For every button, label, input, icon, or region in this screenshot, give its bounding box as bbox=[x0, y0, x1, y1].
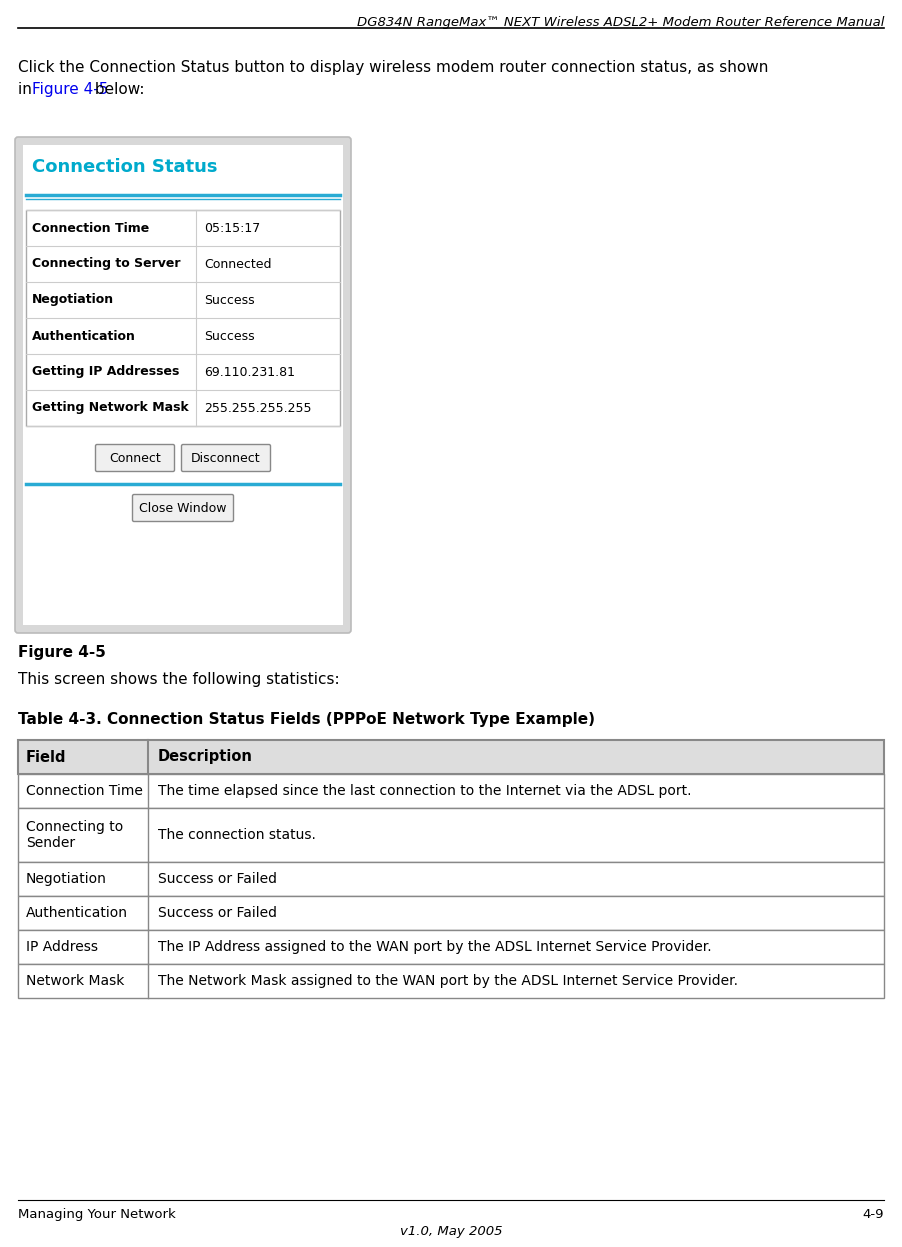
FancyBboxPatch shape bbox=[133, 495, 234, 521]
Bar bbox=[18, 897, 884, 930]
Bar bbox=[23, 145, 343, 625]
Text: in: in bbox=[18, 82, 37, 97]
Text: Getting IP Addresses: Getting IP Addresses bbox=[32, 365, 179, 379]
Text: Sender: Sender bbox=[26, 835, 75, 850]
Text: IP Address: IP Address bbox=[26, 940, 98, 954]
Text: Close Window: Close Window bbox=[139, 501, 226, 515]
Text: Connecting to: Connecting to bbox=[26, 821, 124, 834]
Bar bbox=[26, 246, 340, 282]
Text: Success or Failed: Success or Failed bbox=[158, 907, 277, 920]
Bar bbox=[18, 862, 884, 897]
Bar bbox=[18, 739, 884, 774]
FancyBboxPatch shape bbox=[181, 444, 271, 471]
Text: This screen shows the following statistics:: This screen shows the following statisti… bbox=[18, 672, 340, 687]
Text: Connection Status: Connection Status bbox=[32, 158, 217, 176]
Text: Connect: Connect bbox=[109, 451, 161, 464]
Text: The time elapsed since the last connection to the Internet via the ADSL port.: The time elapsed since the last connecti… bbox=[158, 784, 692, 798]
Text: The IP Address assigned to the WAN port by the ADSL Internet Service Provider.: The IP Address assigned to the WAN port … bbox=[158, 940, 712, 954]
FancyBboxPatch shape bbox=[96, 444, 174, 471]
Text: 255.255.255.255: 255.255.255.255 bbox=[204, 402, 311, 414]
Text: Connection Time: Connection Time bbox=[26, 784, 143, 798]
Text: Negotiation: Negotiation bbox=[32, 293, 115, 307]
Bar bbox=[18, 964, 884, 998]
Text: 69.110.231.81: 69.110.231.81 bbox=[204, 365, 295, 379]
Text: Disconnect: Disconnect bbox=[191, 451, 261, 464]
Bar bbox=[26, 390, 340, 426]
Bar bbox=[18, 862, 884, 897]
Bar bbox=[26, 209, 340, 426]
Text: Managing Your Network: Managing Your Network bbox=[18, 1208, 176, 1221]
Text: DG834N RangeMax™ NEXT Wireless ADSL2+ Modem Router Reference Manual: DG834N RangeMax™ NEXT Wireless ADSL2+ Mo… bbox=[356, 16, 884, 29]
Text: Connection Time: Connection Time bbox=[32, 222, 149, 234]
Bar bbox=[26, 282, 340, 318]
Text: Success or Failed: Success or Failed bbox=[158, 872, 277, 887]
Text: Connected: Connected bbox=[204, 257, 272, 271]
Bar bbox=[26, 209, 340, 246]
Bar bbox=[18, 774, 884, 808]
Bar bbox=[26, 318, 340, 354]
Text: The connection status.: The connection status. bbox=[158, 828, 316, 842]
Text: 05:15:17: 05:15:17 bbox=[204, 222, 261, 234]
FancyBboxPatch shape bbox=[15, 137, 351, 633]
Text: Success: Success bbox=[204, 329, 254, 343]
Text: Table 4-3. Connection Status Fields (PPPoE Network Type Example): Table 4-3. Connection Status Fields (PPP… bbox=[18, 712, 595, 727]
Bar bbox=[26, 354, 340, 390]
Bar bbox=[18, 808, 884, 862]
Text: Field: Field bbox=[26, 749, 67, 764]
Bar bbox=[18, 897, 884, 930]
Text: Getting Network Mask: Getting Network Mask bbox=[32, 402, 189, 414]
Text: Authentication: Authentication bbox=[26, 907, 128, 920]
Text: The Network Mask assigned to the WAN port by the ADSL Internet Service Provider.: The Network Mask assigned to the WAN por… bbox=[158, 974, 738, 988]
Text: Figure 4-5: Figure 4-5 bbox=[32, 82, 108, 97]
Bar bbox=[18, 808, 884, 862]
Bar bbox=[18, 930, 884, 964]
Text: Description: Description bbox=[158, 749, 253, 764]
Text: 4-9: 4-9 bbox=[862, 1208, 884, 1221]
Bar bbox=[18, 964, 884, 998]
Text: v1.0, May 2005: v1.0, May 2005 bbox=[400, 1225, 502, 1238]
Text: Click the Connection Status button to display wireless modem router connection s: Click the Connection Status button to di… bbox=[18, 60, 769, 75]
Bar bbox=[18, 774, 884, 808]
Text: below:: below: bbox=[90, 82, 144, 97]
Text: Negotiation: Negotiation bbox=[26, 872, 106, 887]
Bar bbox=[18, 930, 884, 964]
Text: Authentication: Authentication bbox=[32, 329, 136, 343]
Text: Connecting to Server: Connecting to Server bbox=[32, 257, 180, 271]
Text: Network Mask: Network Mask bbox=[26, 974, 124, 988]
Bar bbox=[18, 739, 884, 774]
Text: Success: Success bbox=[204, 293, 254, 307]
Text: Figure 4-5: Figure 4-5 bbox=[18, 645, 106, 660]
